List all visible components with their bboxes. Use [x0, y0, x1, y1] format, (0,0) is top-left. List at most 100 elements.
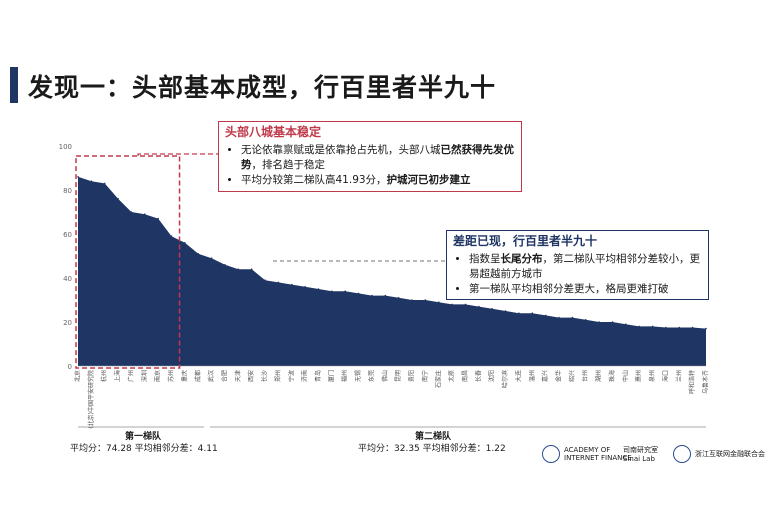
data-point [518, 312, 520, 315]
x-tick-label: 乌鲁木齐 [702, 370, 710, 394]
bullet-bold: 长尾分布 [500, 253, 543, 265]
data-point [317, 288, 320, 290]
data-point [224, 264, 226, 266]
logo-group-mid: 司南研究室 Sinai Lab [623, 445, 667, 463]
x-tick-label: 大连 [514, 370, 522, 382]
data-point [598, 321, 600, 323]
data-point [531, 312, 534, 315]
x-tick-label: 宁波 [287, 370, 295, 382]
x-tick-label: 杭州 [100, 370, 108, 382]
callout-mid-bullet: 第一梯队平均相邻分差更大，格局更难打破 [469, 282, 702, 297]
data-point [291, 283, 293, 286]
bullet-text: 平均分较第二梯队高41.93分， [241, 174, 387, 186]
data-point [197, 253, 200, 255]
tier2-stats: 平均分：32.35 平均相邻分差：1.22 [358, 444, 506, 454]
x-tick-label: 武汉 [207, 370, 215, 382]
university-seal-icon [542, 445, 560, 463]
bullet-text: 指数呈 [469, 253, 501, 265]
data-point [665, 326, 667, 329]
data-point [438, 301, 440, 304]
logo-group-left: ACADEMY OF INTERNET FINANCE [542, 445, 634, 463]
logo-mid-text: 司南研究室 Sinai Lab [623, 446, 658, 463]
area-series [78, 176, 706, 366]
tier1-highlight-frame [75, 155, 181, 369]
y-tick-label: 60 [63, 231, 72, 239]
x-tick-label: 嘉兴 [541, 370, 549, 382]
data-point [277, 281, 280, 284]
x-tick-label: 昆明 [395, 370, 402, 382]
data-point [638, 325, 640, 328]
tier2-label: 第二梯队 [415, 432, 452, 442]
callout-mid-long-tail: 差距已现，行百里者半九十 指数呈长尾分布，第二梯队平均相邻分差较小，更易超越前方… [446, 230, 709, 300]
y-tick-label: 80 [63, 187, 72, 195]
x-tick-label: 湖州 [595, 370, 603, 382]
callout-top-connector [137, 153, 218, 156]
x-tick-label: 福州 [341, 370, 349, 382]
x-tick-label: 厦门 [327, 370, 335, 382]
data-point [424, 299, 427, 301]
y-tick-label: 0 [68, 363, 72, 371]
x-tick-label: 天津 [235, 370, 242, 382]
data-point [478, 305, 480, 308]
data-point [558, 316, 560, 319]
bullet-bold: 护城河已初步建立 [386, 174, 471, 186]
data-point [678, 326, 681, 329]
x-tick-label: 苏州 [167, 370, 175, 382]
data-point [90, 180, 93, 182]
x-tick-label: 太原 [448, 370, 456, 382]
callout-top-stable-cities: 头部八城基本稳定 无论依靠禀赋或是依靠抢占先机，头部八城已然获得先发优势，排名趋… [218, 121, 522, 192]
x-tick-label: 深圳 [140, 370, 148, 382]
data-point [304, 286, 306, 288]
y-tick-label: 20 [63, 319, 72, 327]
x-tick-label: 重庆 [180, 370, 188, 382]
data-point [264, 279, 266, 282]
data-point [651, 325, 654, 328]
x-tick-label: 金华 [555, 370, 563, 382]
data-point [184, 242, 186, 244]
x-tick-label: 南昌 [461, 370, 469, 382]
x-tick-label: 兰州 [675, 370, 683, 382]
data-point [625, 323, 627, 326]
x-tick-label: 珠海 [608, 370, 616, 382]
logo-group-right: 浙江互联网金融联合会 [673, 445, 771, 463]
x-tick-label: 西安 [247, 370, 255, 382]
x-tick-label: 青岛 [314, 370, 322, 382]
bullet-text: 第一梯队平均相邻分差更大，格局更难打破 [469, 283, 669, 295]
x-tick-label: 哈尔滨 [501, 370, 509, 388]
data-point [237, 268, 240, 271]
bullet-text: 无论依靠禀赋或是依靠抢占先机，头部八城 [241, 144, 441, 156]
association-logo-icon [673, 445, 691, 463]
data-point [77, 176, 79, 178]
data-point [331, 290, 333, 293]
x-tick-label: 郑州 [274, 370, 282, 382]
x-tick-label: 泉州 [648, 370, 656, 382]
x-tick-label: 呼和浩特 [688, 370, 696, 394]
x-tick-label: 北京 [74, 370, 82, 382]
x-tick-label: 中山 [621, 370, 629, 382]
bullet-text: ，排名趋于稳定 [251, 159, 326, 171]
data-point [371, 294, 373, 297]
data-point [157, 217, 159, 220]
callout-top-heading: 头部八城基本稳定 [225, 125, 322, 139]
logo-right-text: 浙江互联网金融联合会 [695, 450, 765, 458]
bullet-bold: 已然获得先发优势 [241, 144, 514, 171]
x-tick-label: 石家庄 [434, 370, 442, 388]
data-point [250, 268, 253, 271]
x-tick-label: 海口 [661, 370, 669, 382]
data-point [397, 297, 400, 299]
data-point [103, 182, 106, 185]
data-point [144, 213, 146, 215]
x-tick-label: 无锡 [354, 370, 362, 382]
x-tick-label: 贵阳 [408, 370, 416, 382]
tier1-label: 第一梯队 [125, 432, 162, 442]
x-tick-label: 惠州 [635, 370, 643, 382]
x-tick-label: 南宁 [421, 370, 429, 382]
x-tick-label: 沈阳 [488, 370, 496, 382]
title-accent-bar [10, 67, 18, 103]
y-tick-label: 100 [59, 143, 72, 151]
data-point [384, 294, 387, 297]
x-tick-label: 成都 [194, 370, 202, 382]
x-tick-label: 合肥 [220, 370, 228, 382]
data-point [344, 290, 347, 293]
